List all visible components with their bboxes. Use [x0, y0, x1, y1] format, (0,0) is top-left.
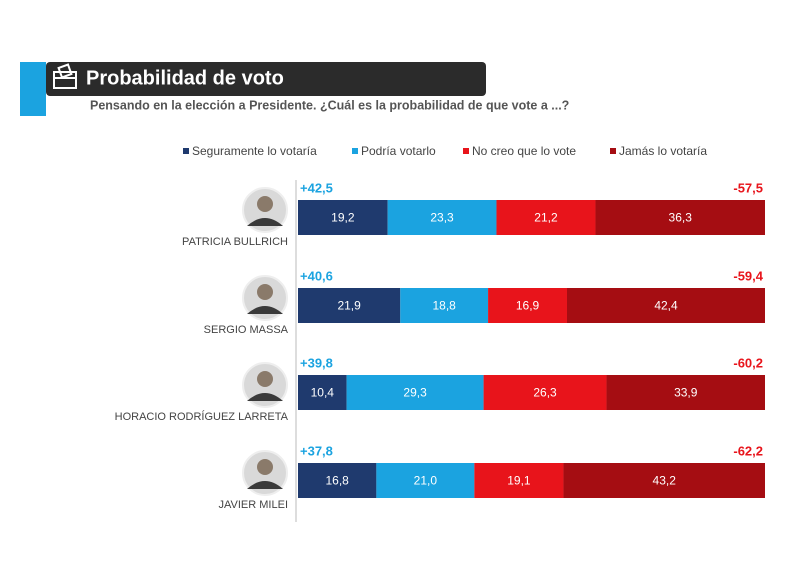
- bar-segment: [298, 200, 388, 235]
- value-label: 43,2: [653, 474, 677, 488]
- legend-label: Podría votarlo: [361, 144, 436, 158]
- bar-segment: [298, 288, 401, 323]
- category-label: PATRICIA BULLRICH: [182, 236, 288, 248]
- bar-segment: [387, 200, 497, 235]
- value-label: 10,4: [311, 386, 335, 400]
- negative-total: -59,4: [733, 268, 763, 283]
- value-label: 16,9: [516, 299, 540, 313]
- value-label: 19,2: [331, 211, 355, 225]
- negative-total: -57,5: [733, 180, 763, 195]
- photo-head: [257, 459, 273, 475]
- photo-head: [257, 371, 273, 387]
- subtitle: Pensando en la elección a Presidente. ¿C…: [90, 98, 569, 112]
- category-label: SERGIO MASSA: [204, 324, 289, 336]
- bar-segment: [606, 375, 765, 410]
- value-label: 18,8: [432, 299, 456, 313]
- legend-label: Jamás lo votaría: [619, 144, 707, 158]
- value-label: 26,3: [533, 386, 557, 400]
- value-label: 21,2: [534, 211, 558, 225]
- photo-body: [247, 393, 283, 401]
- bar-segment: [376, 463, 475, 498]
- bar-segment: [346, 375, 484, 410]
- legend-swatch: [352, 148, 358, 154]
- legend-swatch: [183, 148, 189, 154]
- value-label: 33,9: [674, 386, 698, 400]
- value-label: 36,3: [669, 211, 693, 225]
- photo-head: [257, 284, 273, 300]
- bar-segment: [298, 463, 377, 498]
- value-label: 21,0: [414, 474, 438, 488]
- photo-head: [257, 196, 273, 212]
- negative-total: -62,2: [733, 443, 763, 458]
- bar-segment: [488, 288, 567, 323]
- bar-segment: [496, 200, 596, 235]
- photo-body: [247, 218, 283, 226]
- positive-total: +39,8: [300, 355, 333, 370]
- ballot-icon: [53, 63, 77, 89]
- category-label: JAVIER MILEI: [219, 499, 288, 511]
- legend-label: Seguramente lo votaría: [192, 144, 317, 158]
- bar-segment: [566, 288, 765, 323]
- positive-total: +42,5: [300, 180, 333, 195]
- bar-segment: [595, 200, 765, 235]
- bar-segment: [298, 375, 347, 410]
- accent-block: [20, 62, 46, 116]
- legend-swatch: [610, 148, 616, 154]
- photo-body: [247, 306, 283, 314]
- positive-total: +40,6: [300, 268, 333, 283]
- value-label: 16,8: [326, 474, 350, 488]
- photo-body: [247, 481, 283, 489]
- bar-segment: [483, 375, 607, 410]
- value-label: 42,4: [654, 299, 678, 313]
- legend-swatch: [463, 148, 469, 154]
- bar-segment: [400, 288, 489, 323]
- title-bar: [46, 62, 486, 96]
- chart-title: Probabilidad de voto: [86, 67, 284, 89]
- category-label: HORACIO RODRÍGUEZ LARRETA: [115, 410, 289, 423]
- value-label: 29,3: [403, 386, 427, 400]
- negative-total: -60,2: [733, 355, 763, 370]
- value-label: 21,9: [337, 299, 361, 313]
- value-label: 23,3: [430, 211, 454, 225]
- legend-label: No creo que lo vote: [472, 144, 576, 158]
- value-label: 19,1: [507, 474, 531, 488]
- bar-segment: [563, 463, 765, 498]
- bar-segment: [474, 463, 564, 498]
- positive-total: +37,8: [300, 443, 333, 458]
